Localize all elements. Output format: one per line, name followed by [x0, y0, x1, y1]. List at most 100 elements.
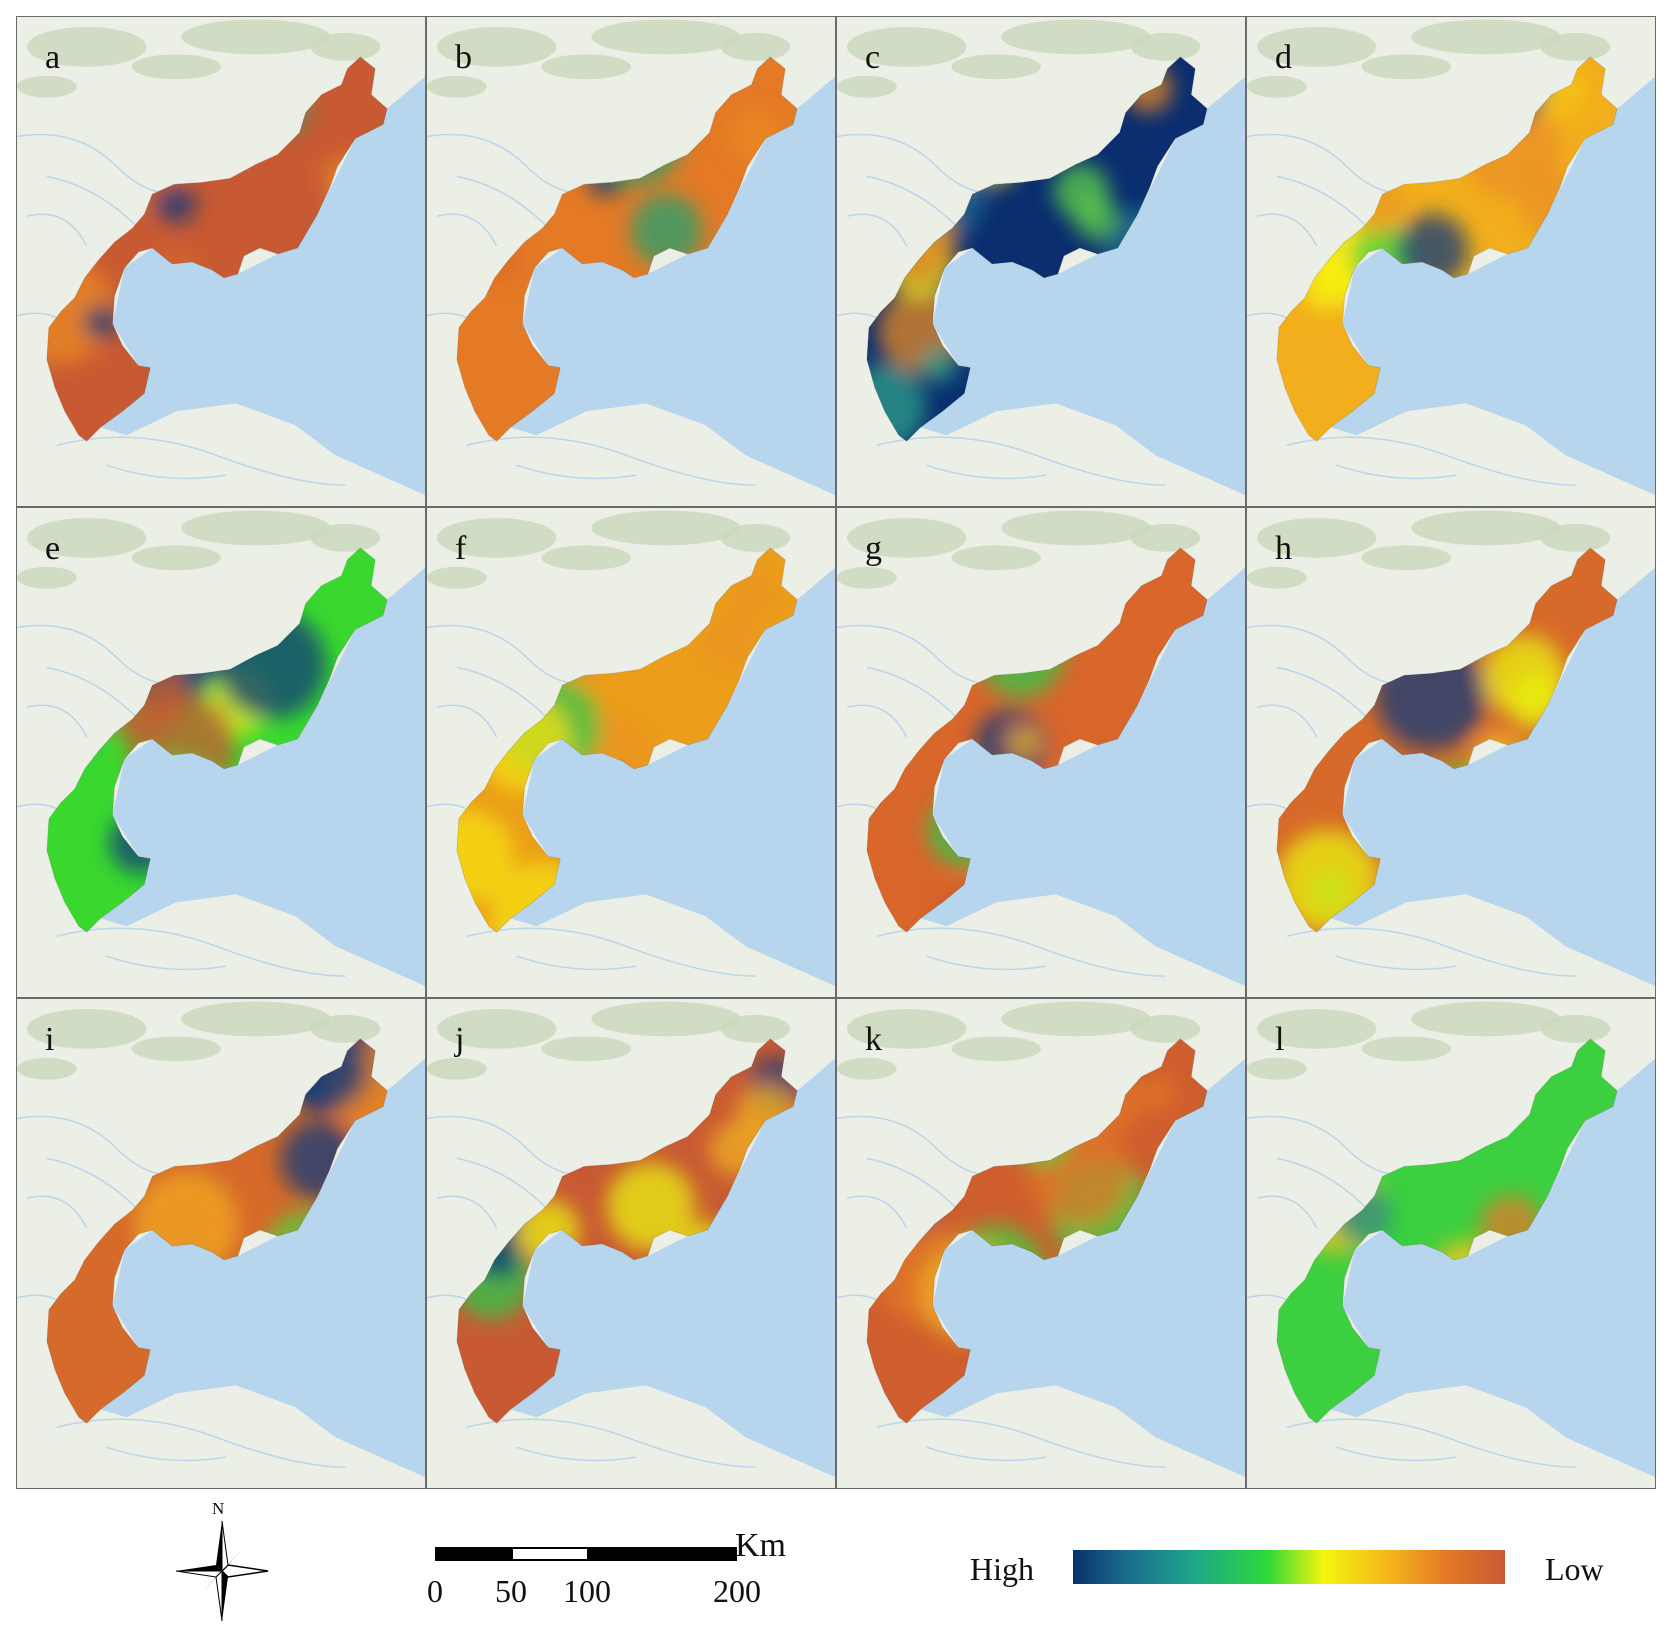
river-line [26, 704, 88, 738]
hill-shading [837, 566, 897, 589]
hill-shading [591, 510, 741, 546]
sea-area [920, 76, 1245, 496]
scale-tick-label: 0 [427, 1573, 443, 1609]
river-line [436, 213, 498, 247]
hill-shading [720, 523, 791, 552]
hill-shading [1247, 566, 1307, 589]
hill-shading [131, 1036, 221, 1062]
river-line [1336, 955, 1457, 971]
sea-area [100, 76, 425, 496]
hill-shading [951, 1036, 1041, 1062]
hill-shading [436, 517, 557, 558]
panel-label: i [45, 1021, 55, 1058]
raster-base [46, 56, 388, 442]
river-line [926, 1446, 1047, 1462]
river-line [456, 666, 547, 718]
hill-shading [837, 75, 897, 98]
north-arrow-icon [172, 1499, 272, 1624]
river-line [106, 464, 227, 480]
river-line [436, 1195, 498, 1229]
hill-shading [427, 566, 487, 589]
hill-shading [837, 1057, 897, 1080]
river-line [926, 955, 1047, 971]
study-area-outline [46, 1038, 388, 1424]
sea-area [100, 1058, 425, 1478]
panel-label: l [1275, 1021, 1285, 1058]
raster-base [866, 1038, 1208, 1424]
raster-patch [866, 364, 926, 442]
hill-shading [720, 32, 791, 61]
map-panel-b: b [426, 16, 836, 507]
hill-shading [1130, 1014, 1201, 1043]
river-line [866, 666, 957, 718]
hill-shading [720, 1014, 791, 1043]
hill-shading [1130, 523, 1201, 552]
river-line [866, 1157, 957, 1209]
panel-label: e [45, 530, 61, 567]
hill-shading [26, 26, 147, 67]
sea-area [920, 567, 1245, 987]
river-line [866, 175, 957, 227]
panel-label: b [455, 39, 472, 76]
panel-label: f [455, 530, 467, 567]
raster-base [456, 56, 798, 442]
hill-shading [1256, 517, 1377, 558]
map-canvas [427, 999, 835, 1488]
hill-shading [591, 19, 741, 55]
scale-bar-segment [511, 1547, 589, 1561]
map-canvas [17, 999, 425, 1488]
hill-shading [951, 54, 1041, 80]
hill-shading [1411, 19, 1561, 55]
hill-shading [427, 1057, 487, 1080]
river-line [106, 955, 227, 971]
river-line [466, 927, 756, 977]
river-line [1276, 175, 1367, 227]
river-line [926, 464, 1047, 480]
raster-patch [1140, 1075, 1176, 1112]
hill-shading [1001, 510, 1151, 546]
hill-shading [1247, 75, 1307, 98]
map-panel-d: d [1246, 16, 1656, 507]
hill-shading [181, 19, 331, 55]
hill-shading [436, 1008, 557, 1049]
river-line [46, 666, 137, 718]
river-line [1286, 1418, 1576, 1468]
panel-label: j [455, 1021, 465, 1058]
river-line [1336, 1446, 1457, 1462]
hill-shading [846, 517, 967, 558]
hill-shading [1361, 54, 1451, 80]
hill-shading [1256, 26, 1377, 67]
hill-shading [427, 75, 487, 98]
map-canvas [427, 17, 835, 506]
hill-shading [181, 1001, 331, 1037]
panel-label: g [865, 530, 882, 567]
raster-patch [456, 809, 515, 902]
river-line [846, 704, 908, 738]
scale-tick-label: 100 [563, 1573, 611, 1609]
raster-patch [1006, 724, 1042, 760]
river-line [1276, 666, 1367, 718]
panel-label: d [1275, 39, 1292, 76]
study-area-outline [866, 56, 1208, 442]
river-line [466, 436, 756, 486]
river-line [516, 1446, 637, 1462]
study-area-outline [866, 547, 1208, 933]
river-line [846, 213, 908, 247]
scale-bar: 0 50 100 200 Km [427, 1527, 790, 1619]
map-canvas [1247, 999, 1655, 1488]
scale-tick-label: 50 [495, 1573, 527, 1609]
raster-patch [701, 614, 757, 669]
map-panel-i: i [16, 998, 426, 1489]
hill-shading [1411, 510, 1561, 546]
panel-label: k [865, 1021, 882, 1058]
hill-shading [951, 545, 1041, 571]
scale-bar-segment [435, 1547, 513, 1561]
panel-label: c [865, 39, 881, 76]
hill-shading [1361, 545, 1451, 571]
river-line [1286, 436, 1576, 486]
map-canvas [17, 508, 425, 997]
map-panel-c: c [836, 16, 1246, 507]
scale-bar-segment [587, 1547, 737, 1561]
hill-shading [26, 517, 147, 558]
map-canvas [837, 17, 1245, 506]
